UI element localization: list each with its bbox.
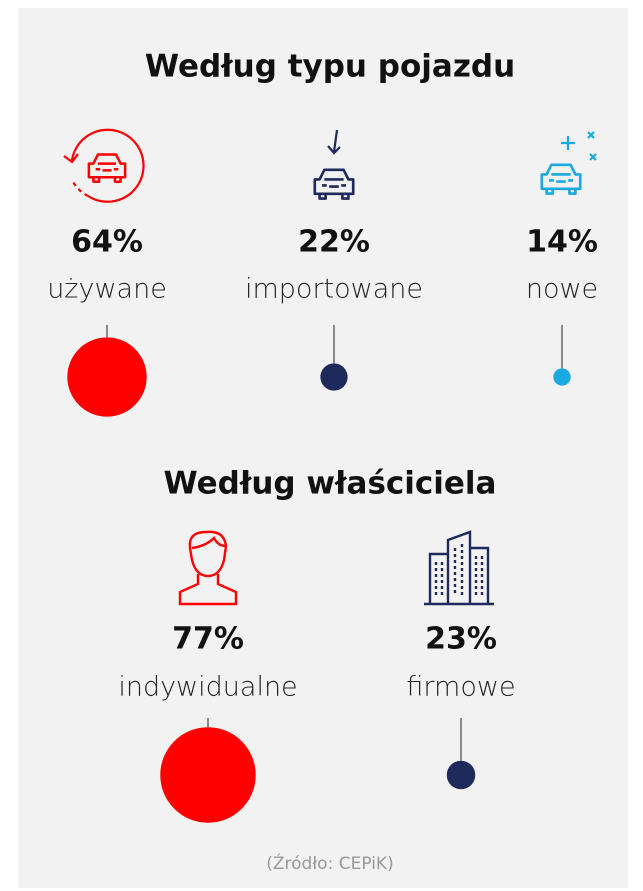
category-label: używane xyxy=(47,274,167,305)
icon-new xyxy=(540,131,597,195)
icon-used xyxy=(63,128,145,203)
bubble xyxy=(160,727,256,823)
category-label: firmowe xyxy=(406,672,515,703)
category-label: nowe xyxy=(526,274,598,305)
icon-imported xyxy=(313,129,355,200)
background xyxy=(18,8,628,888)
category-label: importowane xyxy=(245,274,423,305)
bubble xyxy=(320,363,348,391)
bubble xyxy=(553,368,571,386)
percent: 77% xyxy=(172,622,244,657)
category-label: indywidualne xyxy=(118,672,297,703)
percent: 14% xyxy=(526,225,598,260)
percent: 23% xyxy=(425,622,497,657)
percent: 22% xyxy=(298,225,370,260)
icon-building xyxy=(424,530,494,606)
section-title: Według typu pojazdu xyxy=(145,49,515,85)
section-title: Według właściciela xyxy=(164,466,497,502)
percent: 64% xyxy=(71,225,143,260)
bubble xyxy=(446,760,476,790)
source: (Źródło: CEPiK) xyxy=(266,852,393,874)
bubble xyxy=(67,337,147,417)
icon-person xyxy=(178,530,238,606)
